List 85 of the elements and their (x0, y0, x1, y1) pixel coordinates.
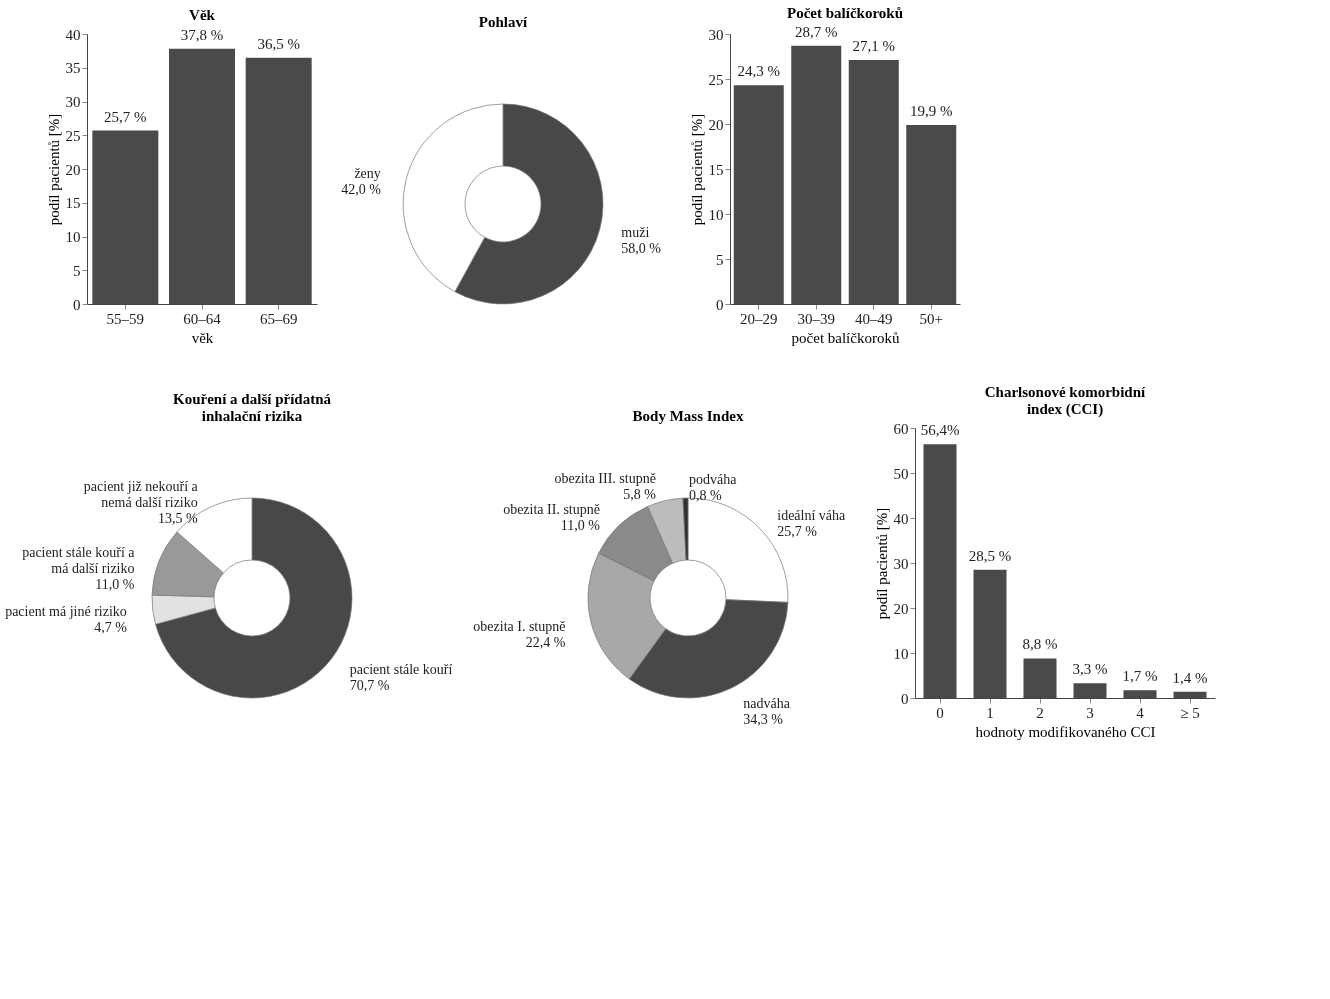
data-label: 8,8 % (1022, 636, 1058, 653)
x-tick-label: ≥ 5 (1180, 704, 1200, 721)
y-tick-label: 20 (893, 600, 909, 617)
data-label: 24,3 % (737, 63, 780, 80)
y-tick-label: 25 (708, 71, 724, 88)
x-tick-label: 65–69 (259, 310, 298, 327)
x-axis-title: počet balíčkoroků (791, 329, 900, 346)
data-label: 37,8 % (180, 26, 224, 43)
data-label: 1,4 % (1172, 669, 1208, 686)
y-tick-label: 10 (708, 206, 724, 223)
chart-title: Charlsonové komorbidní index (CCI) (984, 384, 1147, 418)
y-tick-label: 5 (716, 251, 724, 268)
y-axis-title: podíl pacientů [%] (873, 507, 890, 620)
data-label: 56,4% (920, 422, 960, 439)
slice-label: pacient již nekouří a nemá další riziko (83, 478, 199, 510)
chart-title: Body Mass Index (632, 408, 744, 424)
y-tick-label: 25 (65, 127, 81, 144)
y-tick-label: 15 (65, 195, 81, 212)
data-label: 42,0 % (341, 181, 382, 197)
y-axis-title: podíl pacientů [%] (688, 113, 705, 226)
data-label: 58,0 % (621, 241, 662, 257)
y-tick-label: 10 (65, 229, 81, 245)
chart-title: Věk (189, 7, 216, 23)
x-tick-label: 55–59 (106, 310, 145, 327)
y-tick-label: 40 (65, 26, 81, 43)
y-tick-label: 30 (893, 555, 909, 572)
slice-label: nadváha (743, 696, 791, 712)
y-tick-label: 0 (716, 296, 724, 313)
y-tick-label: 0 (73, 296, 81, 313)
y-tick-label: 5 (73, 262, 81, 279)
y-tick-label: 30 (65, 94, 81, 110)
y-tick-label: 20 (708, 116, 724, 133)
x-tick-label: 3 (1086, 704, 1094, 721)
data-label: 0,8 % (689, 488, 723, 504)
x-tick-label: 1 (986, 704, 994, 721)
slice-label: obezita I. stupně (473, 618, 566, 634)
x-tick-label: 0 (936, 704, 944, 721)
data-label: 11,0 % (95, 577, 135, 593)
y-tick-label: 30 (708, 26, 724, 43)
y-tick-label: 35 (65, 60, 81, 77)
slice-label: muži (621, 225, 650, 241)
slice-label: obezita III. stupně (554, 471, 656, 487)
y-tick-label: 20 (65, 161, 81, 178)
data-label: 25,7 % (777, 524, 818, 540)
data-label: 27,1 % (852, 38, 895, 55)
y-tick-label: 60 (893, 420, 909, 437)
slice-label: obezita II. stupně (503, 501, 600, 517)
chart-title: Pohlaví (478, 14, 528, 30)
x-axis-title: hodnoty modifikovaného CCI (975, 723, 1156, 740)
y-tick-label: 40 (893, 510, 909, 527)
slice-label: pacient má jiné riziko (5, 604, 127, 620)
y-tick-label: 0 (901, 690, 909, 707)
data-label: 4,7 % (94, 620, 128, 636)
x-tick-label: 30–39 (797, 310, 835, 327)
x-tick-label: 20–29 (740, 310, 778, 327)
y-tick-label: 50 (893, 465, 909, 482)
x-tick-label: 2 (1036, 704, 1044, 721)
data-label: 22,4 % (525, 634, 566, 650)
data-label: 25,7 % (104, 108, 147, 125)
data-label: 1,7 % (1122, 668, 1158, 685)
data-label: 28,7 % (795, 23, 838, 40)
data-label: 11,0 % (560, 517, 601, 533)
data-label: 70,7 % (349, 677, 390, 693)
y-tick-label: 10 (893, 645, 909, 662)
chart-title: Kouření a další přídatná inhalační rizika (173, 391, 332, 424)
slice-label: pacient stále kouří a má další riziko (22, 545, 136, 577)
data-label: 13,5 % (158, 510, 199, 526)
data-label: 28,5 % (968, 547, 1012, 564)
x-tick-label: 4 (1136, 704, 1145, 721)
y-axis-title: podíl pacientů [%] (45, 113, 62, 226)
data-label: 34,3 % (743, 712, 784, 728)
slice-label: podváha (689, 472, 738, 488)
data-label: 5,8 % (623, 487, 657, 503)
slice-label: ideální váha (777, 508, 847, 524)
slice-label: ženy (354, 165, 381, 181)
data-label: 3,3 % (1072, 661, 1108, 678)
x-tick-label: 60–64 (183, 310, 222, 327)
data-label: 36,5 % (257, 35, 300, 52)
x-tick-label: 40–49 (855, 310, 893, 327)
data-label: 19,9 % (910, 102, 953, 119)
slice-label: pacient stále kouří (349, 661, 453, 677)
x-axis-title: věk (191, 329, 214, 346)
chart-title: Počet balíčkoroků (787, 4, 903, 21)
y-tick-label: 15 (708, 161, 724, 178)
x-tick-label: 50+ (919, 310, 943, 327)
